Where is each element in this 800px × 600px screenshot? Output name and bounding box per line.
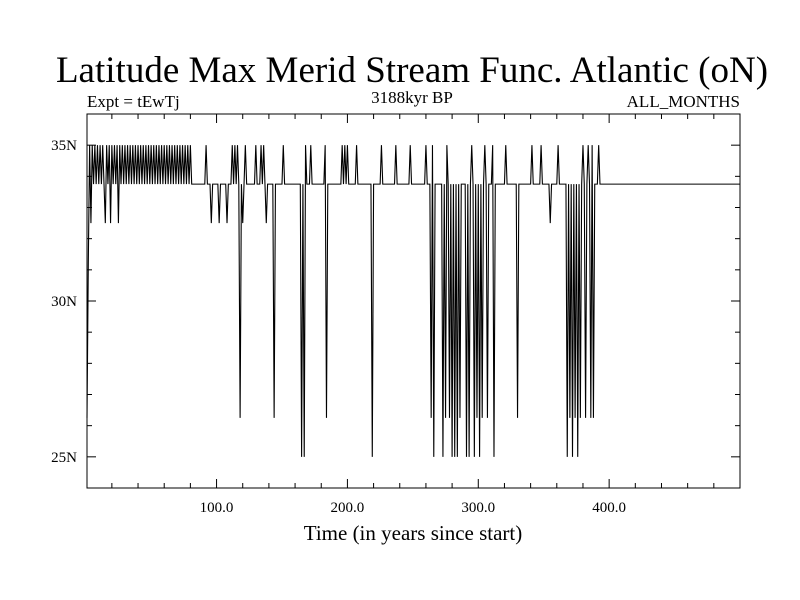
subtitle-right: ALL_MONTHS [627,92,740,111]
series-line-0 [86,145,740,457]
x-tick-label-1: 200.0 [331,500,365,516]
y-tick-label-2: 35N [51,138,77,154]
y-tick-label-1: 30N [51,294,77,310]
x-axis: 100.0 200.0 300.0 400.0 [111,114,715,516]
series-group [86,145,740,457]
y-axis: 25N 30N 35N [51,113,740,489]
subtitle-center: 3188kyr BP [371,88,453,107]
subtitle-left: Expt = tEwTj [87,92,180,111]
plot-frame [86,113,741,489]
y-tick-label-0: 25N [51,450,77,466]
x-tick-label-2: 300.0 [461,500,495,516]
x-tick-label-0: 100.0 [200,500,234,516]
chart-title: Latitude Max Merid Stream Func. Atlantic… [56,50,768,91]
x-tick-label-3: 400.0 [592,500,626,516]
x-axis-label: Time (in years since start) [304,521,523,545]
